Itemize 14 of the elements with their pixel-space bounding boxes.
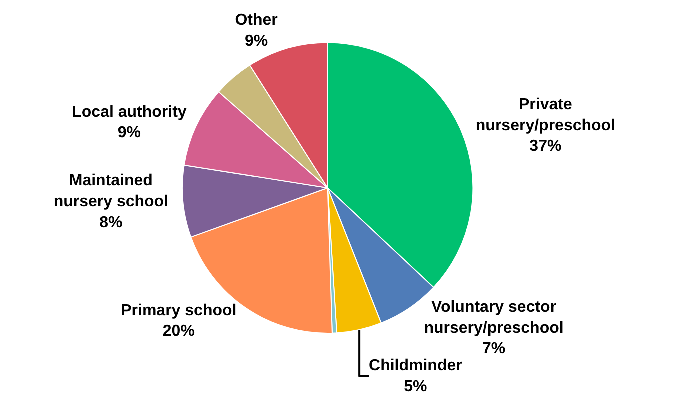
data-label: 5% — [404, 378, 428, 396]
slice-label: Voluntary sector nursery/preschool — [424, 299, 564, 337]
data-label: 8% — [100, 214, 123, 232]
data-label: 9% — [118, 124, 142, 142]
slice-label: Primary school — [121, 302, 237, 320]
data-label: 37% — [530, 138, 562, 156]
data-label: 9% — [244, 33, 268, 50]
slice-label: Private nursery/preschool — [476, 96, 616, 134]
data-label: 20% — [162, 323, 195, 340]
data-label: 7% — [482, 340, 506, 358]
slice-label: Other — [235, 12, 278, 30]
slice-label: Local authority — [72, 104, 187, 121]
slice-label: Maintained nursery school — [54, 172, 169, 211]
slice-label: Childminder — [369, 358, 462, 375]
